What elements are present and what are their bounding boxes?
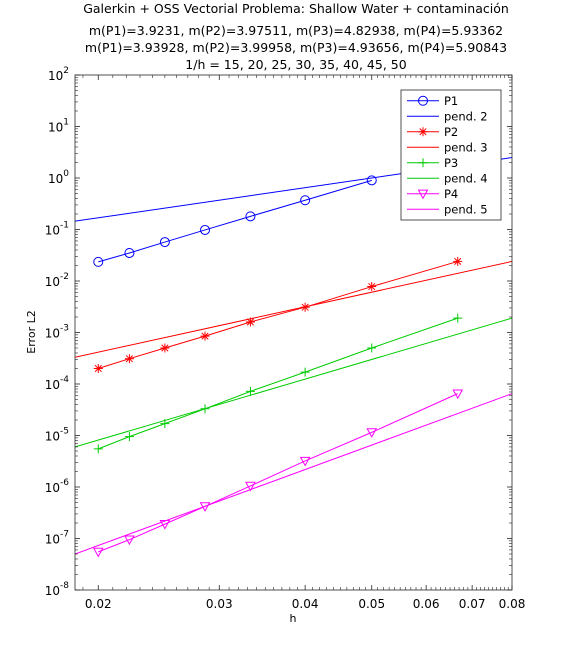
y-tick-label: 10-1 (45, 221, 69, 238)
legend-label: pend. 5 (444, 202, 488, 216)
series-layer (75, 157, 512, 558)
data-point (245, 211, 256, 222)
data-point (245, 481, 256, 492)
data-point (93, 256, 104, 267)
data-point (367, 282, 377, 292)
legend-entry: pend. 2 (407, 109, 488, 123)
series-line (75, 393, 512, 555)
legend-label: pend. 4 (444, 171, 488, 185)
data-point (366, 175, 377, 186)
data-point (367, 343, 377, 353)
data-point (453, 256, 463, 266)
data-point (300, 367, 310, 377)
series-pend-4 (75, 317, 512, 448)
data-point (245, 386, 255, 396)
legend-label: P2 (444, 125, 458, 139)
series-pend-3 (75, 260, 512, 358)
data-point (299, 456, 311, 467)
chart-title-line-2: m(P1)=3.9231, m(P2)=3.97511, m(P3)=4.829… (89, 23, 503, 38)
y-tick-label: 10-5 (45, 427, 69, 444)
legend-label: P4 (444, 187, 458, 201)
data-point (452, 389, 464, 400)
legend-marker (418, 158, 428, 168)
y-axis-label: Error L2 (25, 310, 38, 353)
series-line (98, 393, 458, 553)
legend-marker (418, 127, 428, 137)
data-point (93, 444, 103, 454)
x-tick-label: 0.07 (459, 597, 486, 611)
x-axis-label: h (290, 612, 297, 625)
y-tick-label: 100 (48, 169, 69, 186)
legend-marker (417, 189, 429, 200)
series-p1 (93, 175, 377, 267)
axes-layer: 10-8 10-7 10-6 10-5 10-4 10-3 10-2 10-1 100 101 10… (45, 66, 526, 611)
legend-box (400, 89, 502, 221)
x-tick-label: 0.02 (85, 597, 112, 611)
series-line (98, 179, 372, 263)
series-line (75, 260, 512, 358)
legend-label: P1 (444, 94, 458, 108)
data-point (93, 363, 103, 373)
data-point (92, 547, 104, 558)
legend-entry: P1 (407, 94, 458, 108)
data-point (245, 317, 255, 327)
x-tick-label: 0.03 (206, 597, 233, 611)
legend-label: pend. 2 (444, 109, 488, 123)
y-tick-label: 10-2 (45, 272, 69, 289)
y-tick-label: 10-3 (45, 324, 69, 341)
legend-label: pend. 3 (444, 140, 488, 154)
data-point (366, 428, 378, 438)
y-tick-label: 10-7 (45, 530, 69, 547)
data-point (200, 331, 210, 341)
data-point (124, 432, 134, 442)
data-point (124, 247, 135, 258)
x-tick-label: 0.05 (358, 597, 385, 611)
x-tick-label: 0.08 (499, 597, 526, 611)
data-point (159, 237, 170, 248)
series-p3 (93, 313, 463, 454)
y-tick-label: 101 (48, 118, 69, 135)
series-pend-5 (75, 393, 512, 555)
data-point (300, 195, 311, 206)
data-point (160, 343, 170, 353)
series-line (98, 317, 458, 450)
y-tick-label: 10-6 (45, 478, 70, 495)
legend-entry: P3 (407, 156, 458, 170)
series-line (98, 260, 458, 369)
y-tick-label: 10-4 (45, 375, 70, 392)
legend-entry: pend. 5 (407, 202, 488, 216)
data-point (453, 313, 463, 323)
legend-entry: pend. 3 (407, 140, 488, 154)
data-point (124, 535, 135, 546)
legend-label: P3 (444, 156, 458, 170)
y-tick-label: 102 (48, 66, 69, 83)
chart-title-line-4: 1/h = 15, 20, 25, 30, 35, 40, 45, 50 (185, 57, 406, 72)
x-tick-label: 0.04 (292, 597, 319, 611)
legend-marker (418, 95, 428, 106)
series-line (75, 317, 512, 448)
data-point (124, 354, 134, 364)
chart-title-line-3: m(P1)=3.93928, m(P2)=3.99958, m(P3)=4.93… (85, 40, 507, 55)
y-tick-label: 10-8 (45, 581, 70, 598)
legend-entry: P2 (407, 125, 458, 139)
chart-title-line-1: Galerkin + OSS Vectorial Problema: Shall… (83, 1, 509, 16)
legend-entry: pend. 4 (407, 171, 488, 185)
x-tick-label: 0.06 (413, 597, 440, 611)
data-point (200, 224, 211, 235)
chart-title: Galerkin + OSS Vectorial Problema: Shall… (83, 1, 509, 72)
series-p4 (92, 389, 464, 558)
legend-entry: P4 (407, 187, 458, 201)
